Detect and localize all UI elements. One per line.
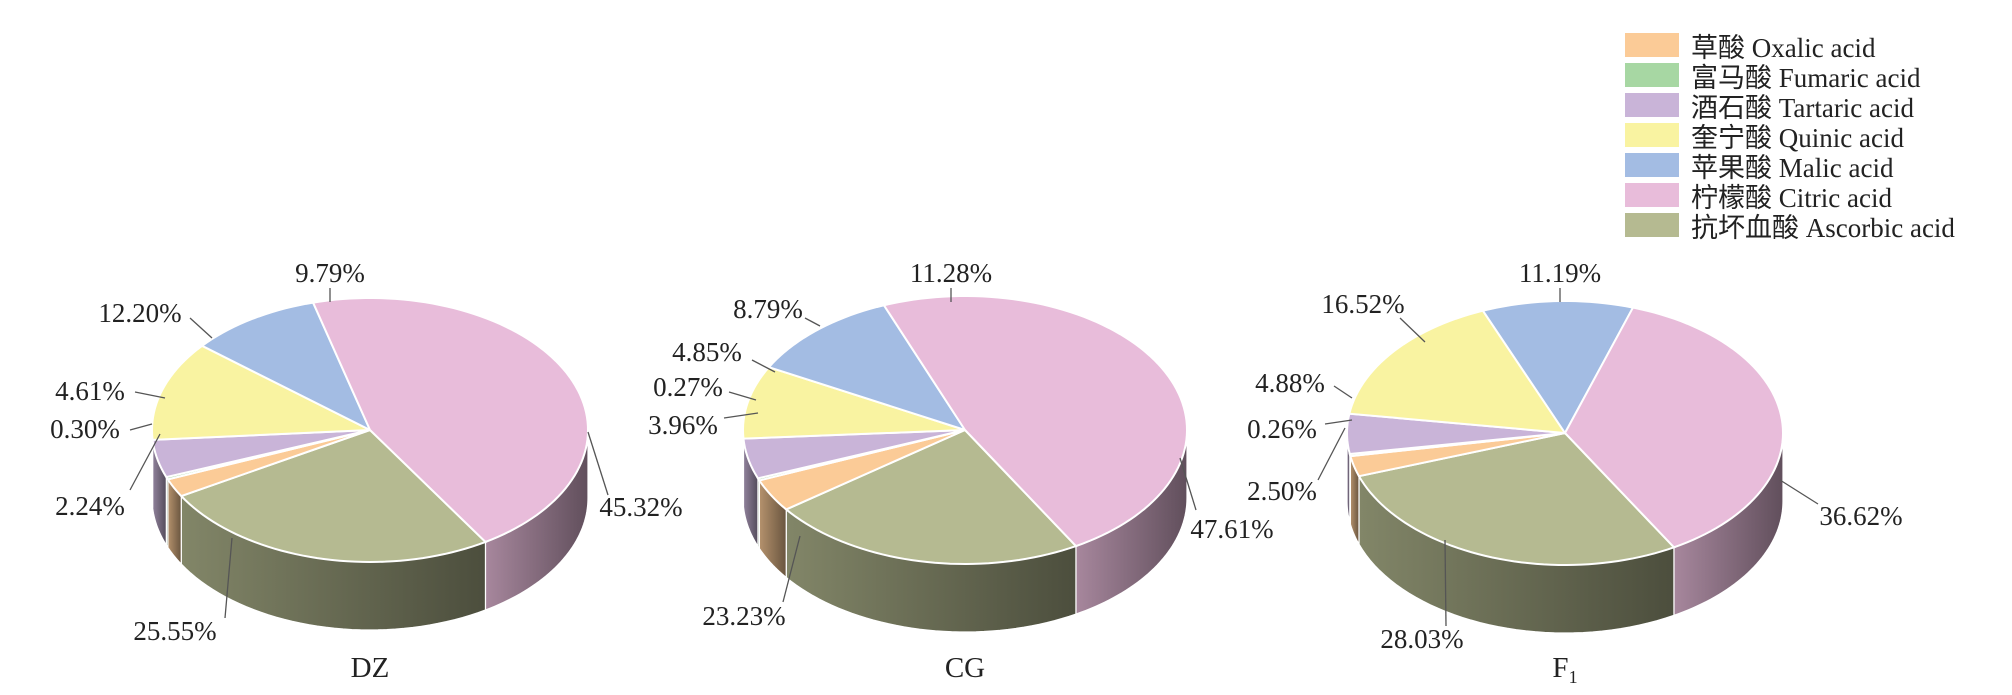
- legend-item-oxalic: 草酸 Oxalic acid: [1625, 30, 1955, 63]
- pie-slice-citric: [311, 297, 590, 544]
- leader-line-ascorbic: [224, 537, 233, 619]
- legend: 草酸 Oxalic acid 富马酸 Fumaric acid 酒石酸 Tart…: [1625, 30, 1955, 243]
- data-label-citric: 45.32%: [599, 492, 682, 522]
- pie-slice-tartaric: [742, 429, 966, 480]
- legend-item-malic: 苹果酸 Malic acid: [1625, 150, 1955, 183]
- pie-slice-oxalic: [166, 429, 371, 498]
- pie-0: 2.24% 0.30% 4.61% 12.20% 9.79% 45.32% 25.55% DZ: [50, 258, 683, 684]
- pie-slice-citric: [882, 295, 1189, 548]
- leader-line-fumaric: [1324, 419, 1353, 425]
- pie-title-sub: 1: [1569, 667, 1578, 687]
- leader-line-tartaric: [751, 359, 776, 373]
- data-label-tartaric: 4.88%: [1255, 368, 1325, 398]
- data-label-quinic: 12.20%: [98, 298, 181, 328]
- leader-line-quinic: [1399, 317, 1426, 343]
- pie-title: CG: [945, 652, 985, 684]
- data-label-citric: 36.62%: [1819, 501, 1902, 531]
- legend-swatch-tartaric: [1625, 93, 1679, 117]
- data-label-oxalic: 3.96%: [648, 410, 718, 440]
- pie-slice-quinic: [741, 365, 966, 440]
- leader-line-ascorbic: [1444, 539, 1447, 627]
- data-label-fumaric: 0.27%: [653, 372, 723, 402]
- data-label-malic: 11.19%: [1519, 258, 1601, 288]
- pie-slice-malic: [767, 304, 968, 432]
- leader-line-oxalic: [1317, 427, 1346, 481]
- pie-title: F1: [1552, 652, 1577, 687]
- data-label-tartaric: 4.85%: [672, 337, 742, 367]
- data-label-citric: 47.61%: [1190, 514, 1273, 544]
- leader-line-citric: [587, 431, 609, 496]
- pie-slice-oxalic: [1349, 432, 1566, 478]
- data-label-ascorbic: 28.03%: [1380, 624, 1463, 654]
- legend-swatch-ascorbic: [1625, 213, 1679, 237]
- data-label-quinic: 8.79%: [733, 294, 803, 324]
- legend-label-quinic: 奎宁酸 Quinic acid: [1691, 122, 1904, 153]
- pie-slice-ascorbic: [179, 428, 488, 564]
- legend-label-fumaric: 富马酸 Fumaric acid: [1691, 62, 1921, 93]
- pie-slice-oxalic: [757, 429, 966, 511]
- legend-label-malic: 苹果酸 Malic acid: [1691, 152, 1894, 183]
- legend-swatch-fumaric: [1625, 63, 1679, 87]
- leader-line-tartaric: [1333, 385, 1353, 399]
- leader-line-oxalic: [129, 433, 161, 491]
- data-label-oxalic: 2.24%: [55, 491, 125, 521]
- legend-swatch-citric: [1625, 183, 1679, 207]
- leader-line-fumaric: [728, 391, 757, 401]
- data-label-quinic: 16.52%: [1321, 289, 1404, 319]
- pie-slice-malic: [1481, 300, 1635, 435]
- pie-slice-quinic: [150, 344, 374, 441]
- legend-item-fumaric: 富马酸 Fumaric acid: [1625, 60, 1955, 93]
- leader-line-quinic: [189, 317, 213, 339]
- legend-item-ascorbic: 抗坏血酸 Ascorbic acid: [1625, 210, 1955, 243]
- legend-swatch-oxalic: [1625, 33, 1679, 57]
- data-label-malic: 9.79%: [295, 258, 365, 288]
- legend-item-quinic: 奎宁酸 Quinic acid: [1625, 120, 1955, 153]
- legend-swatch-malic: [1625, 153, 1679, 177]
- leader-line-quinic: [804, 317, 821, 327]
- leader-line-fumaric: [129, 423, 153, 431]
- legend-label-oxalic: 草酸 Oxalic acid: [1691, 32, 1876, 63]
- leader-line-ascorbic: [782, 535, 801, 603]
- data-label-ascorbic: 23.23%: [702, 601, 785, 631]
- pie-title: DZ: [351, 652, 390, 684]
- data-label-ascorbic: 25.55%: [133, 616, 216, 646]
- pie-slice-quinic: [1348, 309, 1567, 435]
- pie-slice-malic: [200, 301, 373, 433]
- leader-line-citric: [1779, 479, 1819, 505]
- data-label-tartaric: 4.61%: [55, 376, 125, 406]
- pie-slice-tartaric: [1346, 412, 1566, 456]
- legend-swatch-quinic: [1625, 123, 1679, 147]
- pie-slice-tartaric: [151, 429, 371, 479]
- pie-title-main: F: [1552, 652, 1568, 684]
- leader-line-citric: [1179, 457, 1197, 511]
- pie-1: 3.96% 0.27% 4.85% 8.79% 11.28% 47.61% 23.23% CG: [648, 258, 1274, 684]
- data-label-fumaric: 0.26%: [1247, 414, 1317, 444]
- pie-2: 2.50% 0.26% 4.88% 16.52% 11.19% 36.62% 28.03% F…: [1247, 258, 1903, 687]
- pie-slice-citric: [1563, 306, 1785, 549]
- legend-label-ascorbic: 抗坏血酸 Ascorbic acid: [1691, 212, 1955, 243]
- data-label-oxalic: 2.50%: [1247, 476, 1317, 506]
- legend-item-citric: 柠檬酸 Citric acid: [1625, 180, 1955, 213]
- legend-label-citric: 柠檬酸 Citric acid: [1691, 182, 1892, 213]
- legend-item-tartaric: 酒石酸 Tartaric acid: [1625, 90, 1955, 123]
- pie-slice-ascorbic: [784, 428, 1078, 566]
- legend-label-tartaric: 酒石酸 Tartaric acid: [1691, 92, 1915, 123]
- data-label-fumaric: 0.30%: [50, 414, 120, 444]
- data-label-malic: 11.28%: [910, 258, 992, 288]
- leader-line-tartaric: [134, 391, 166, 399]
- leader-line-oxalic: [723, 412, 759, 419]
